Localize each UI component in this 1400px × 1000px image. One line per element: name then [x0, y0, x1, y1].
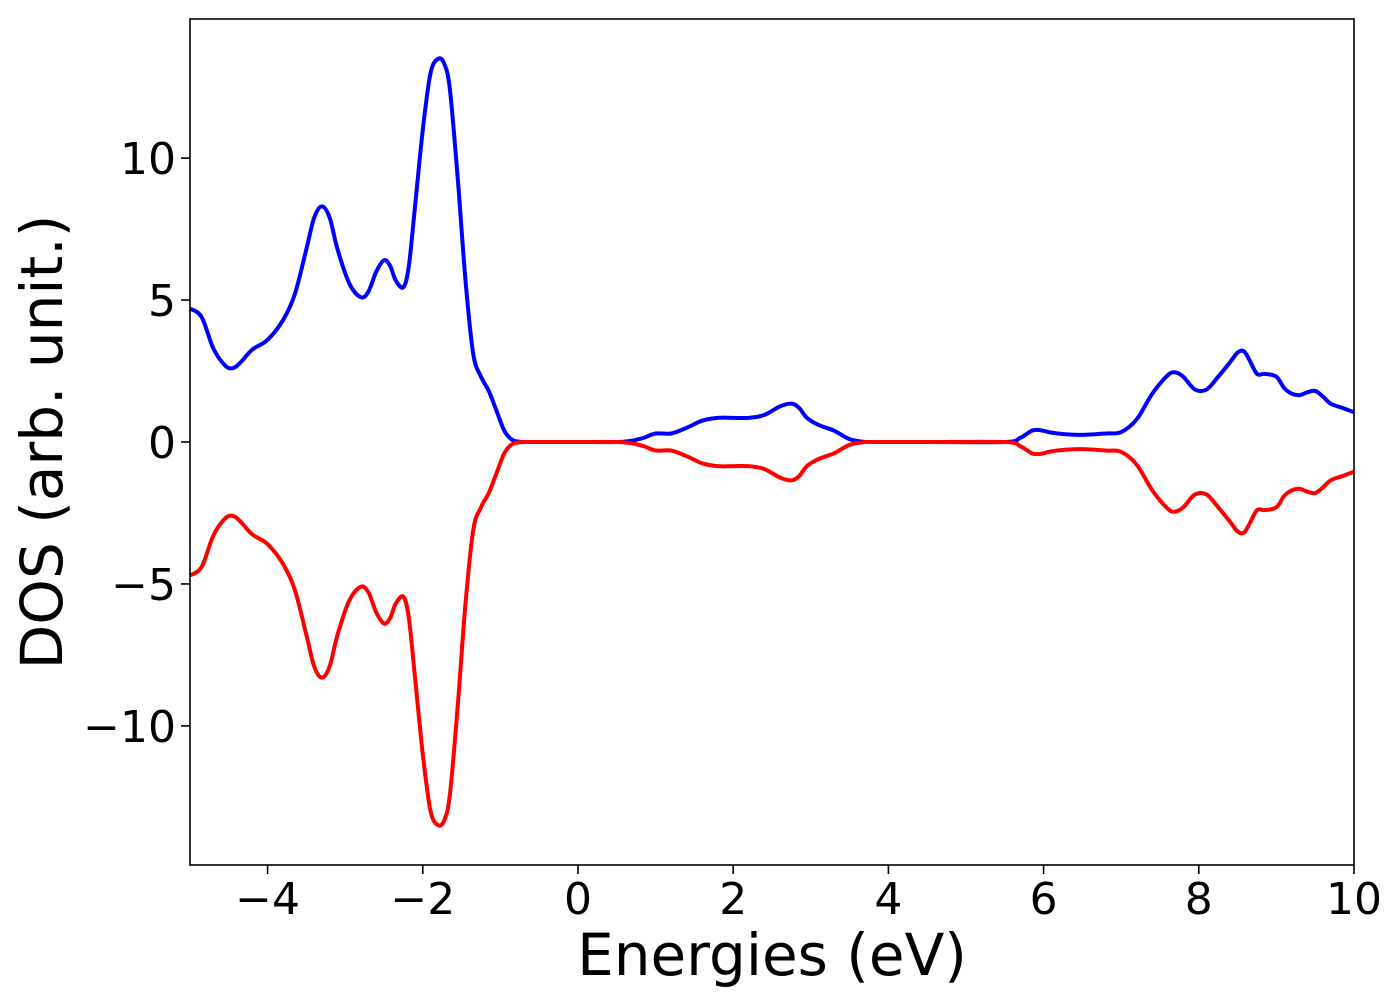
x-tick-label: 0 — [564, 874, 592, 925]
series-layer — [188, 56, 1355, 828]
x-tick-label: 4 — [874, 874, 902, 925]
x-tick-label: 10 — [1326, 874, 1382, 925]
x-axis-title: Energies (eV) — [577, 921, 967, 989]
dos-series-red — [188, 439, 1355, 828]
x-tick-label: 6 — [1030, 874, 1058, 925]
y-axis-title: DOS (arb. unit.) — [8, 215, 76, 670]
y-tick-label: −10 — [83, 702, 176, 753]
y-axis-ticks: 10 5 0 −5 −10 — [83, 134, 190, 753]
x-tick-label: −2 — [390, 874, 455, 925]
y-tick-label: 5 — [148, 276, 176, 327]
x-tick-label: −4 — [235, 874, 300, 925]
x-axis-ticks: −4 −2 0 2 4 6 8 10 — [235, 865, 1382, 925]
x-tick-label: 2 — [719, 874, 747, 925]
y-tick-label: 10 — [120, 134, 176, 185]
x-tick-label: 8 — [1185, 874, 1213, 925]
plot-frame — [189, 18, 1355, 866]
y-tick-label: −5 — [111, 560, 176, 611]
y-tick-label: 0 — [148, 418, 176, 469]
dos-series-blue — [188, 56, 1355, 445]
